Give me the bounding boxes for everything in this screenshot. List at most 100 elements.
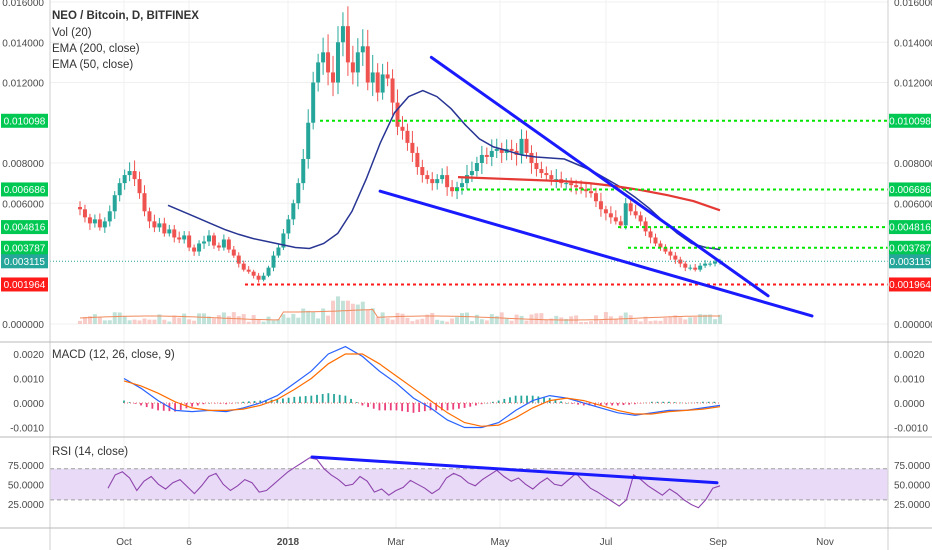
macd-histogram-bar bbox=[225, 403, 228, 405]
volume-bar bbox=[598, 320, 603, 324]
volume-bar bbox=[663, 317, 668, 324]
rsi-tick-right: 50.0000 bbox=[894, 480, 931, 491]
volume-bar bbox=[519, 315, 524, 324]
macd-histogram-bar bbox=[202, 403, 205, 405]
macd-histogram-bar bbox=[650, 401, 653, 403]
volume-bar bbox=[355, 304, 360, 324]
volume-bar bbox=[534, 313, 539, 324]
volume-bar bbox=[484, 320, 489, 324]
candle-body bbox=[197, 243, 202, 252]
macd-histogram-bar bbox=[384, 403, 387, 411]
volume-bar bbox=[400, 313, 405, 324]
level-tag-left-3 bbox=[1, 240, 48, 255]
macd-histogram-bar bbox=[423, 403, 426, 412]
candle-body bbox=[211, 235, 216, 246]
macd-histogram-bar bbox=[446, 403, 449, 411]
volume-bar bbox=[331, 300, 336, 324]
candle-body bbox=[182, 235, 187, 240]
macd-histogram-bar bbox=[492, 401, 494, 403]
volume-bar bbox=[658, 320, 663, 324]
candle-body bbox=[276, 247, 281, 256]
macd-histogram-bar bbox=[633, 403, 636, 405]
time-tick-2: 2018 bbox=[277, 537, 300, 548]
rsi-tick-left: 25.0000 bbox=[8, 500, 45, 511]
candle-body bbox=[653, 237, 658, 244]
price-axis-left: 0.016000 0.014000 0.012000 0.008000 0.006000… bbox=[2, 0, 44, 511]
legend-ema200: EMA (200, close) bbox=[52, 43, 140, 55]
volume-bar bbox=[524, 320, 529, 324]
candle-body bbox=[529, 152, 534, 163]
candle-body bbox=[306, 122, 311, 159]
volume-bar bbox=[291, 313, 296, 324]
macd-histogram-bar bbox=[174, 403, 176, 412]
volume-bar bbox=[261, 321, 266, 324]
candle-body bbox=[256, 275, 261, 280]
time-tick-4: May bbox=[491, 537, 510, 548]
macd-histogram-bar bbox=[616, 403, 619, 406]
rsi-tick-left: 50.0000 bbox=[8, 480, 45, 491]
volume-bar bbox=[127, 320, 132, 324]
candle-body bbox=[425, 175, 430, 180]
macd-histogram-bar bbox=[327, 393, 330, 403]
time-tick-1: 6 bbox=[186, 537, 192, 548]
candle-body bbox=[147, 211, 152, 222]
macd-histogram-bar bbox=[497, 400, 500, 403]
volume-bar bbox=[211, 318, 216, 324]
candle-body bbox=[236, 255, 241, 264]
volume-bar bbox=[504, 318, 509, 324]
level-tag-right-5 bbox=[889, 277, 931, 292]
candle-body bbox=[713, 261, 718, 264]
macd-histogram-bar bbox=[242, 401, 245, 403]
volume-bar bbox=[266, 316, 271, 324]
candle-body bbox=[162, 223, 167, 234]
candle-body bbox=[127, 171, 132, 176]
candle-body bbox=[316, 62, 321, 83]
candle-body bbox=[415, 152, 420, 168]
volume-bar bbox=[718, 314, 722, 324]
volume-bar bbox=[385, 318, 390, 324]
price-tick-right: 0.000000 bbox=[894, 320, 932, 331]
level-tag-left-text-4: 0.003115 bbox=[4, 257, 45, 268]
volume-bar bbox=[375, 316, 380, 324]
candle-body bbox=[226, 239, 231, 250]
macd-tick-left: -0.0010 bbox=[10, 424, 44, 435]
volume-bar bbox=[78, 320, 82, 324]
macd-histogram-bar bbox=[259, 400, 262, 403]
rsi-trendline bbox=[310, 455, 719, 485]
volume-bar bbox=[345, 300, 350, 324]
time-tick-5: Jul bbox=[600, 537, 613, 548]
candle-body bbox=[484, 154, 489, 157]
macd-histogram-bar bbox=[378, 403, 381, 411]
candle-body bbox=[460, 183, 465, 188]
candle-body bbox=[598, 201, 603, 210]
volume-bar bbox=[678, 317, 683, 324]
macd-line bbox=[123, 345, 721, 429]
trendline-lower bbox=[378, 189, 814, 318]
macd-histogram-bar bbox=[157, 403, 159, 411]
volume-bar bbox=[638, 321, 643, 324]
candle-body bbox=[261, 275, 266, 280]
macd-histogram-bar bbox=[605, 403, 608, 406]
candle-body bbox=[350, 62, 355, 73]
macd-histogram-bar bbox=[179, 403, 182, 410]
price-candles bbox=[78, 6, 722, 283]
candle-body bbox=[569, 183, 574, 186]
candle-body bbox=[221, 239, 226, 248]
volume-bar bbox=[350, 303, 355, 324]
candle-body bbox=[216, 245, 221, 248]
macd-histogram-bar bbox=[571, 403, 574, 404]
candle-body bbox=[534, 163, 539, 170]
volume-bar bbox=[231, 312, 236, 324]
level-tag-right-text-4: 0.003115 bbox=[890, 257, 931, 268]
candle-body bbox=[326, 52, 331, 73]
candle-body bbox=[658, 243, 663, 248]
macd-histogram-bar bbox=[463, 403, 466, 408]
macd-histogram-bar bbox=[412, 403, 415, 413]
volume-bar bbox=[440, 320, 445, 324]
candle-body bbox=[474, 163, 479, 172]
candle-body bbox=[539, 169, 544, 174]
volume-bar bbox=[152, 319, 157, 324]
candle-body bbox=[668, 251, 673, 256]
candle-body bbox=[603, 209, 608, 214]
volume-bar bbox=[489, 314, 494, 324]
